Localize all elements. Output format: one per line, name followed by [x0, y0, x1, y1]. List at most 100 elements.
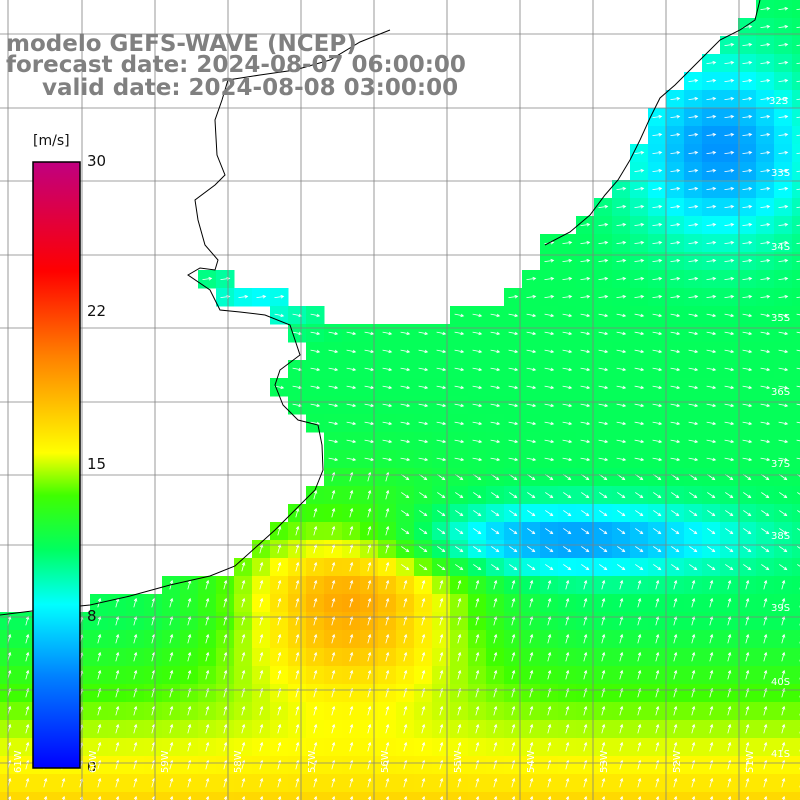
field-cell: [36, 792, 55, 800]
wind-arrow: [745, 633, 750, 644]
wind-arrow: [436, 385, 447, 390]
wind-arrow: [688, 457, 699, 462]
wind-arrow: [779, 546, 788, 553]
wind-arrow: [511, 633, 516, 644]
wind-arrow: [778, 150, 789, 155]
wind-arrow: [691, 777, 696, 788]
wind-arrow: [169, 597, 174, 608]
wind-arrow: [364, 385, 375, 390]
wind-arrow: [400, 331, 411, 336]
field-cell: [0, 792, 19, 800]
wind-arrow: [508, 403, 519, 408]
wind-arrow: [223, 777, 228, 788]
wind-arrow: [634, 204, 645, 209]
wind-arrow: [439, 669, 444, 680]
wind-arrow: [349, 579, 354, 590]
wind-arrow: [419, 528, 428, 535]
wind-arrow: [349, 723, 354, 734]
wind-arrow: [490, 367, 501, 372]
wind-arrow: [310, 313, 321, 318]
wind-arrow: [457, 723, 462, 734]
wind-arrow: [169, 741, 174, 752]
wind-arrow: [238, 294, 249, 299]
field-cell: [792, 702, 800, 721]
wind-arrow: [706, 439, 717, 444]
wind-arrow: [637, 777, 642, 788]
wind-arrow: [274, 313, 285, 318]
wind-arrow: [619, 633, 624, 644]
wind-arrow: [313, 579, 318, 590]
wind-arrow: [169, 705, 174, 716]
wind-arrow: [133, 597, 138, 608]
wind-arrow: [97, 741, 102, 752]
wind-arrow: [545, 564, 554, 571]
field-cell: [450, 792, 469, 800]
wind-arrow: [457, 597, 462, 608]
wind-arrow: [619, 795, 624, 800]
wind-arrow: [580, 421, 591, 426]
field-cell: [630, 792, 649, 800]
wind-arrow: [778, 96, 789, 101]
forecast-date: forecast date: 2024-08-07 06:00:00: [6, 52, 466, 78]
wind-arrow: [403, 705, 408, 716]
wind-arrow: [328, 385, 339, 390]
wind-arrow: [295, 525, 300, 536]
wind-arrow: [634, 457, 645, 462]
wind-arrow: [670, 385, 681, 390]
wind-arrow: [295, 561, 300, 572]
field-cell: [522, 792, 541, 800]
wind-arrow: [616, 349, 627, 354]
wind-arrow: [670, 331, 681, 336]
wind-arrow: [511, 777, 516, 788]
wind-arrow: [745, 579, 750, 590]
field-cell: [792, 360, 800, 379]
wind-arrow: [133, 777, 138, 788]
wind-arrow: [565, 651, 570, 662]
wind-arrow: [655, 723, 660, 734]
wind-arrow: [565, 579, 570, 590]
wind-arrow: [310, 403, 321, 408]
wind-arrow: [491, 564, 500, 571]
wind-arrow: [763, 777, 768, 788]
field-cell: [756, 792, 775, 800]
wind-arrow: [583, 579, 588, 590]
wind-arrow: [418, 385, 429, 390]
wind-arrow: [724, 150, 735, 155]
wind-arrow: [742, 385, 753, 390]
wind-arrow: [331, 651, 336, 662]
field-cell: [792, 108, 800, 127]
wind-arrow: [439, 795, 444, 800]
wind-arrow: [617, 564, 626, 571]
wind-arrow: [670, 313, 681, 318]
wind-arrow: [457, 795, 462, 800]
wind-arrow: [97, 633, 102, 644]
wind-arrow: [277, 597, 282, 608]
wind-arrow: [580, 222, 591, 227]
wind-arrow: [205, 579, 210, 590]
wind-arrow: [295, 741, 300, 752]
wind-arrow: [493, 633, 498, 644]
wind-arrow: [727, 741, 732, 752]
wind-arrow: [544, 403, 555, 408]
wind-arrow: [583, 777, 588, 788]
wind-arrow: [634, 150, 645, 155]
wind-arrow: [421, 633, 426, 644]
lat-label-35s: 35S: [771, 313, 791, 324]
wind-arrow: [241, 669, 246, 680]
wind-arrow: [724, 186, 735, 191]
field-cell: [108, 792, 127, 800]
wind-arrow: [706, 240, 717, 245]
wind-arrow: [277, 705, 282, 716]
field-cell: [792, 540, 800, 559]
wind-arrow: [382, 421, 393, 426]
wind-arrow: [544, 258, 555, 263]
field-cell: [432, 792, 451, 800]
wind-arrow: [526, 349, 537, 354]
wind-arrow: [706, 457, 717, 462]
wind-arrow: [562, 457, 573, 462]
wind-arrow: [529, 597, 534, 608]
wind-arrow: [313, 723, 318, 734]
wind-arrow: [490, 403, 501, 408]
wind-arrow: [760, 60, 771, 65]
